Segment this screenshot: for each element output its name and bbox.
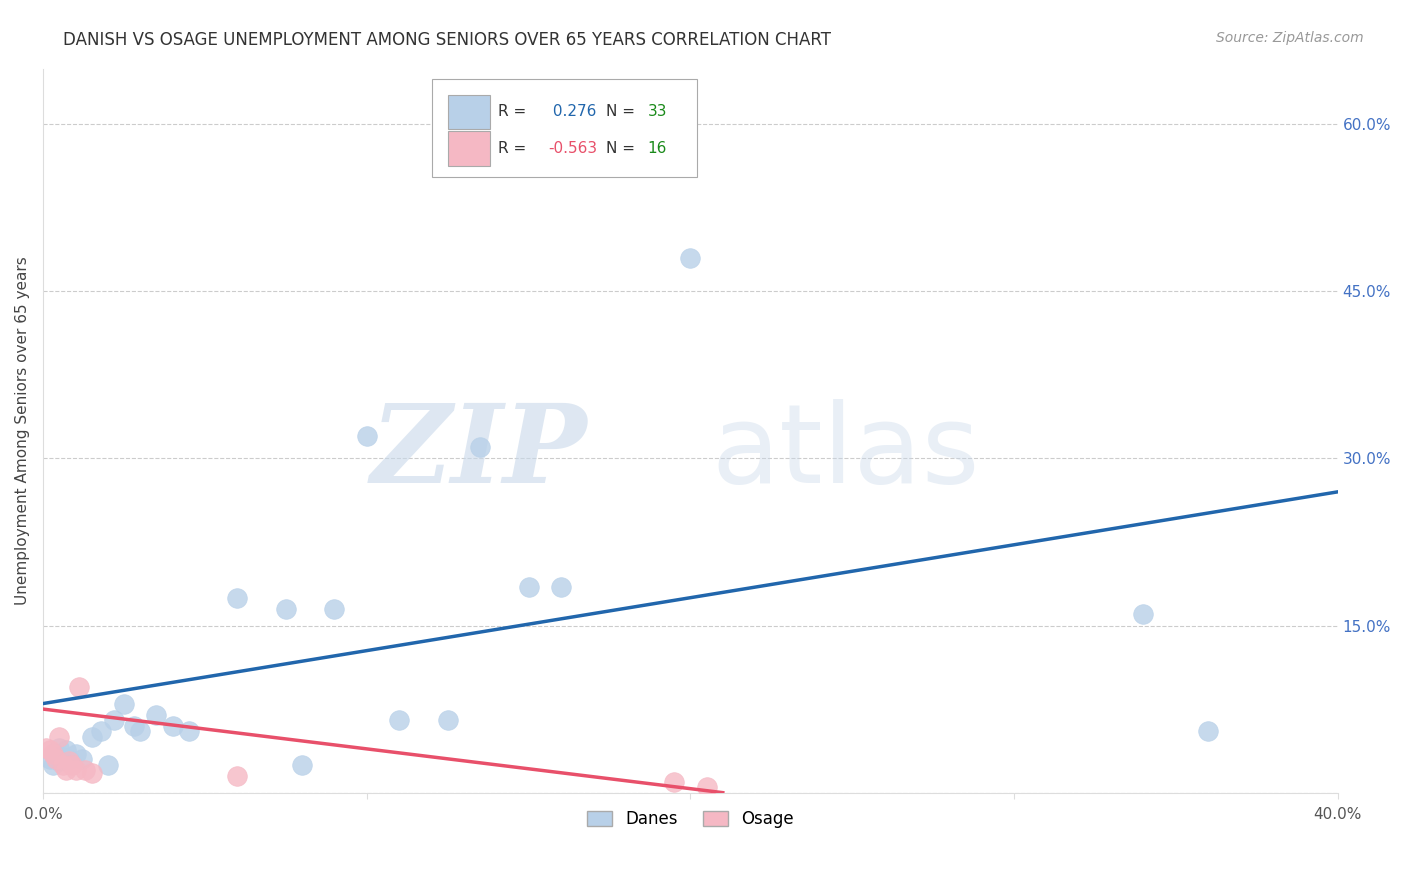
Text: DANISH VS OSAGE UNEMPLOYMENT AMONG SENIORS OVER 65 YEARS CORRELATION CHART: DANISH VS OSAGE UNEMPLOYMENT AMONG SENIO… [63, 31, 831, 49]
Point [129, 724, 152, 739]
Point [80, 765, 103, 780]
Point [45, 752, 67, 766]
Text: atlas: atlas [711, 399, 980, 506]
Point [103, 713, 125, 727]
Point [517, 580, 540, 594]
Point [323, 602, 346, 616]
Point [58, 755, 80, 769]
Point [162, 719, 184, 733]
Text: 0.276: 0.276 [548, 104, 596, 120]
Point [90, 724, 112, 739]
Point [42, 747, 65, 761]
Point [468, 440, 491, 454]
Text: R =: R = [498, 104, 526, 120]
FancyBboxPatch shape [449, 95, 489, 129]
Point [679, 251, 702, 265]
Point [226, 591, 249, 605]
Point [55, 743, 77, 757]
Point [177, 724, 200, 739]
Text: 16: 16 [648, 141, 666, 156]
Text: 33: 33 [648, 104, 668, 120]
Point [48, 730, 70, 744]
Point [35, 741, 58, 756]
Point [1197, 724, 1219, 739]
Point [52, 750, 75, 764]
Point [226, 769, 249, 783]
Text: N =: N = [606, 104, 636, 120]
FancyBboxPatch shape [432, 79, 697, 178]
Point [291, 757, 314, 772]
Point [38, 743, 60, 757]
Y-axis label: Unemployment Among Seniors over 65 years: Unemployment Among Seniors over 65 years [15, 256, 30, 605]
Point [65, 764, 87, 778]
Point [60, 757, 83, 772]
Point [356, 429, 378, 443]
Point [97, 757, 120, 772]
Point [436, 713, 458, 727]
Point [664, 774, 686, 789]
Point [58, 752, 80, 766]
Text: R =: R = [498, 141, 526, 156]
Point [122, 719, 145, 733]
Text: ZIP: ZIP [370, 399, 586, 506]
Text: N =: N = [606, 141, 636, 156]
Point [550, 580, 572, 594]
Point [48, 741, 70, 756]
Point [696, 780, 718, 794]
Point [80, 730, 103, 744]
Point [65, 747, 87, 761]
Point [38, 752, 60, 766]
Point [145, 707, 167, 722]
Legend: Danes, Osage: Danes, Osage [581, 804, 800, 835]
Text: Source: ZipAtlas.com: Source: ZipAtlas.com [1216, 31, 1364, 45]
Point [55, 764, 77, 778]
Point [75, 764, 97, 778]
FancyBboxPatch shape [449, 131, 489, 166]
Point [52, 757, 75, 772]
Point [70, 752, 93, 766]
Point [67, 680, 90, 694]
Point [112, 697, 135, 711]
Point [45, 747, 67, 761]
Point [388, 713, 411, 727]
Text: -0.563: -0.563 [548, 141, 598, 156]
Point [48, 755, 70, 769]
Point [1132, 607, 1154, 622]
Point [274, 602, 297, 616]
Point [42, 757, 65, 772]
